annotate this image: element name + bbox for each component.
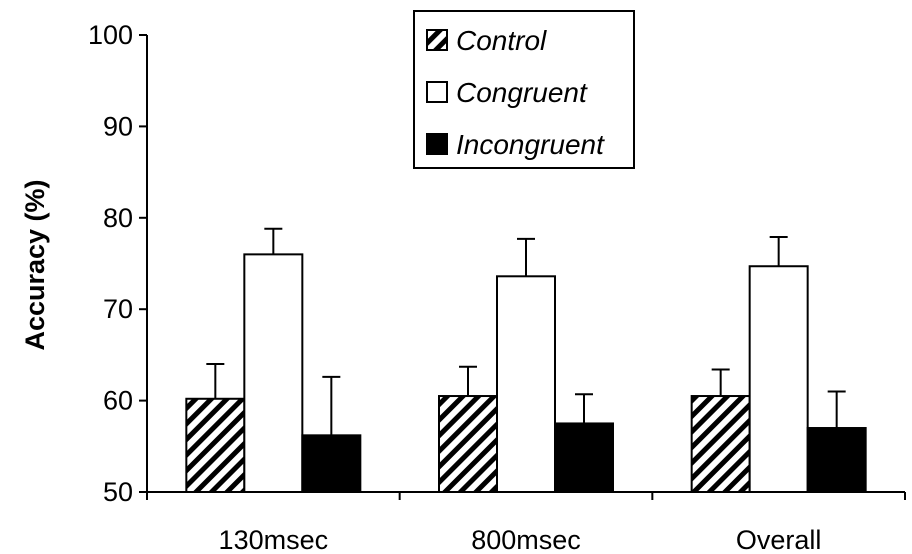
legend-swatch (426, 81, 448, 103)
bar-congruent (243, 253, 304, 493)
bar-incongruent (554, 422, 614, 494)
y-tick-label: 90 (103, 111, 133, 141)
legend-label: Incongruent (456, 129, 605, 160)
y-tick-label: 80 (103, 203, 133, 233)
x-category-label: 800msec (471, 525, 581, 554)
y-tick-label: 60 (103, 386, 133, 416)
legend-box (413, 10, 635, 169)
x-axis: 130msec 800msec Overall (146, 491, 906, 554)
legend: Control Congruent Incongruent (413, 10, 635, 169)
bar-control (438, 395, 498, 493)
x-category-label: Overall (736, 525, 822, 554)
y-tick-label: 100 (88, 20, 133, 50)
bar-incongruent (806, 427, 867, 493)
bar-incongruent (301, 434, 362, 493)
legend-label: Congruent (456, 77, 588, 108)
y-axis: 50 60 70 80 90 100 (88, 20, 148, 507)
bars-group (185, 227, 867, 494)
bar-control (185, 397, 246, 493)
y-tick-label: 70 (103, 294, 133, 324)
y-axis-title: Accuracy (%) (20, 179, 50, 350)
bar-control (690, 395, 751, 493)
bar-congruent (496, 275, 556, 493)
legend-label: Control (456, 25, 547, 56)
legend-swatch (426, 29, 448, 51)
bar-congruent (748, 265, 809, 493)
x-category-label: 130msec (219, 525, 329, 554)
legend-swatch (426, 133, 448, 155)
y-tick-label: 50 (103, 477, 133, 507)
